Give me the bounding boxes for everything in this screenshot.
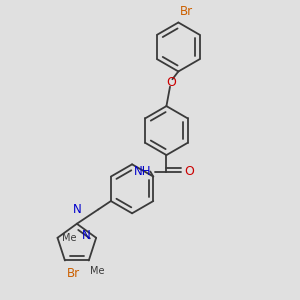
Text: Me: Me xyxy=(62,233,76,243)
Text: N: N xyxy=(82,229,91,242)
Text: Br: Br xyxy=(66,267,80,280)
Text: NH: NH xyxy=(134,165,151,178)
Text: Br: Br xyxy=(180,5,193,18)
Text: Me: Me xyxy=(90,266,105,276)
Text: O: O xyxy=(166,76,176,89)
Text: O: O xyxy=(184,165,194,178)
Text: N: N xyxy=(73,203,81,216)
